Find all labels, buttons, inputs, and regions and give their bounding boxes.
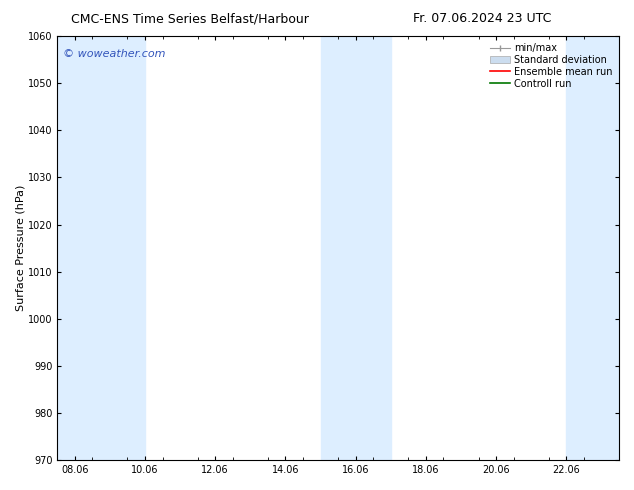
Legend: min/max, Standard deviation, Ensemble mean run, Controll run: min/max, Standard deviation, Ensemble me… — [488, 41, 614, 91]
Bar — [321, 36, 391, 460]
Y-axis label: Surface Pressure (hPa): Surface Pressure (hPa) — [15, 185, 25, 311]
Text: © woweather.com: © woweather.com — [63, 49, 165, 59]
Bar — [566, 36, 619, 460]
Text: CMC-ENS Time Series Belfast/Harbour: CMC-ENS Time Series Belfast/Harbour — [71, 12, 309, 25]
Text: Fr. 07.06.2024 23 UTC: Fr. 07.06.2024 23 UTC — [413, 12, 551, 25]
Bar — [57, 36, 145, 460]
